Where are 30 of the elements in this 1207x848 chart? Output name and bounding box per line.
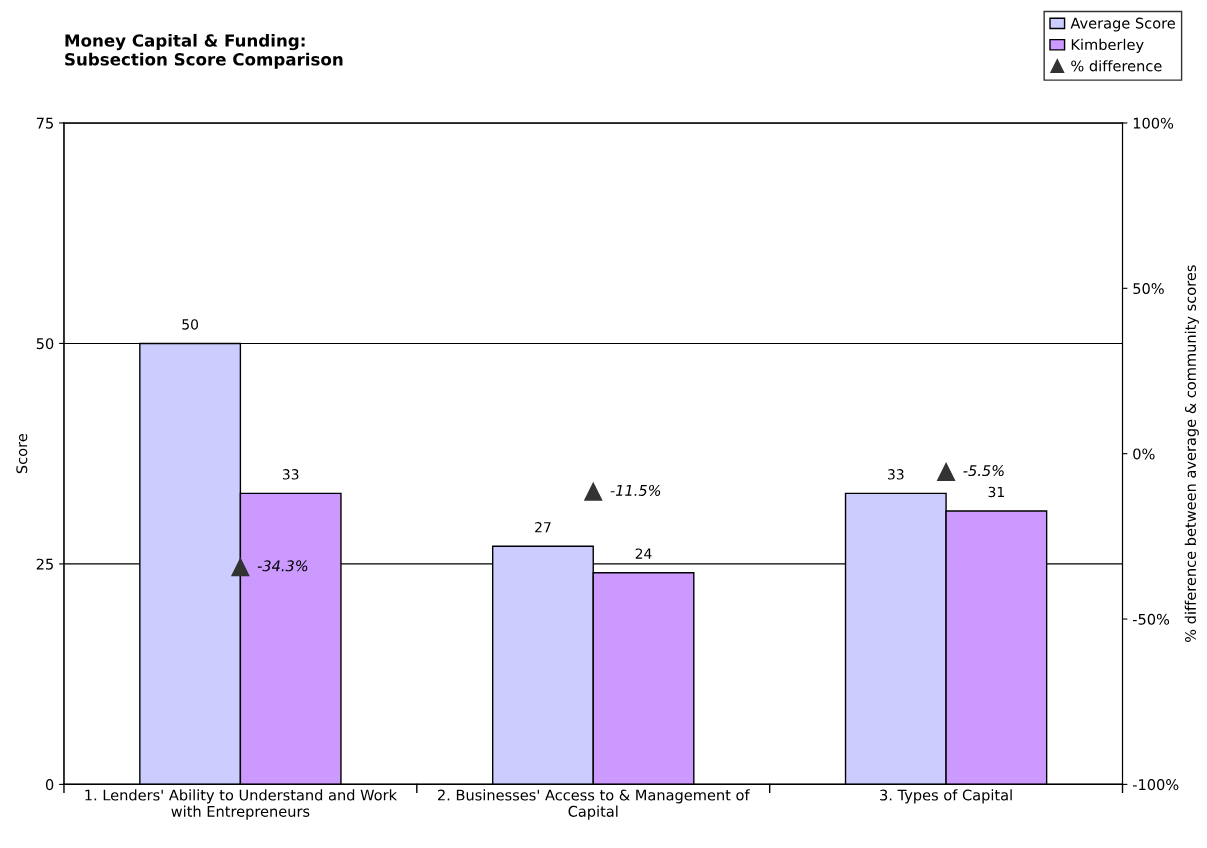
- data-label: 33: [282, 469, 299, 480]
- y2-axis-title: % difference between average & community scores: [1184, 265, 1199, 642]
- legend-label: % difference: [1071, 60, 1162, 72]
- data-label: 50: [182, 319, 199, 330]
- y2-tick-label: -100%: [1132, 779, 1179, 791]
- y2-tick-label: -50%: [1132, 613, 1170, 625]
- data-label: -11.5%: [610, 484, 661, 496]
- y-tick-label: 0: [45, 779, 54, 791]
- data-label: 33: [888, 469, 904, 480]
- data-label: -34.3%: [257, 560, 308, 572]
- chart-title: Money Capital & Funding: Subsection Score Comparison: [65, 33, 343, 69]
- data-label: 24: [635, 548, 652, 559]
- y-tick-label: 50: [36, 338, 54, 350]
- point: [231, 558, 250, 577]
- y2-tick-label: 50%: [1133, 283, 1164, 295]
- data-label: 31: [988, 486, 1004, 498]
- point: [937, 462, 956, 481]
- y-tick-label: 25: [36, 558, 53, 570]
- point: [584, 482, 603, 501]
- legend-label: Average Score: [1070, 17, 1175, 32]
- y-axis-title: Score: [16, 434, 28, 474]
- x-tick-label: 3. Types of Capital: [880, 789, 1012, 804]
- data-label: 27: [535, 521, 551, 533]
- legend-label: Kimberley: [1071, 38, 1144, 53]
- y2-tick-label: 0%: [1133, 448, 1155, 460]
- y2-tick-label: 100%: [1133, 117, 1174, 129]
- y-tick-label: 75: [36, 117, 53, 129]
- x-tick-label: 2. Businesses' Access to & Management of Capital: [437, 789, 750, 820]
- x-tick-label: 1. Lenders' Ability to Understand and Work with Entrepreneurs: [85, 789, 397, 820]
- data-label: -5.5%: [963, 465, 1004, 477]
